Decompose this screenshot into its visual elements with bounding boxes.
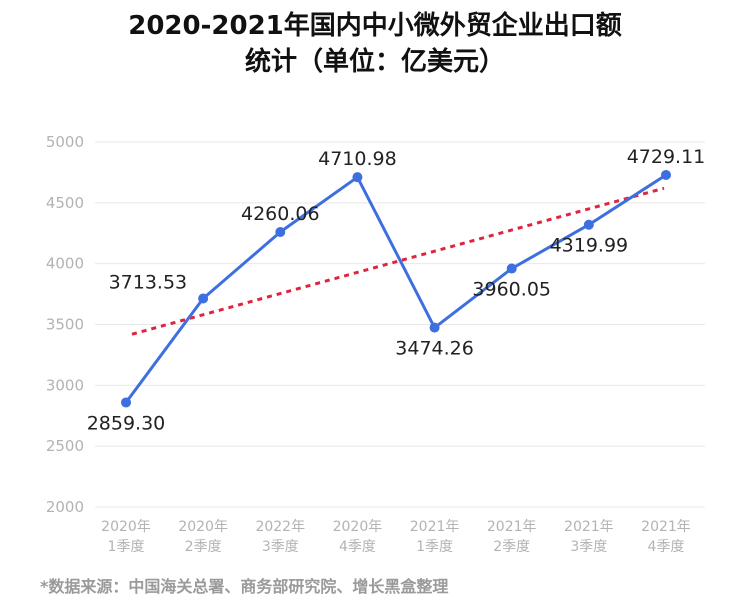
data-point (661, 169, 671, 180)
data-label: 2859.30 (87, 412, 166, 434)
data-label: 4729.11 (627, 146, 706, 168)
data-label: 3960.05 (472, 279, 551, 301)
y-tick-label: 5000 (46, 133, 84, 151)
x-axis-ticks: 2020年 1季度 2020年 2季度 2022年 3季度 2020年 4季度 2021年 1季度… (101, 519, 691, 555)
data-point (275, 227, 286, 238)
x-tick-label: 3季度 (570, 539, 607, 555)
data-label: 4319.99 (550, 235, 629, 257)
y-tick-label: 3500 (46, 316, 84, 334)
chart-title-line-2: 统计（单位：亿美元） (244, 47, 505, 77)
data-point (429, 322, 440, 333)
x-tick-label: 1季度 (416, 539, 453, 555)
x-tick-label: 2021年 (641, 519, 691, 535)
data-label: 3713.53 (109, 272, 188, 294)
x-tick-label: 2020年 (333, 519, 383, 535)
x-tick-label: 4季度 (339, 539, 376, 555)
x-tick-label: 2季度 (493, 539, 530, 555)
data-points (121, 169, 671, 408)
x-tick-label: 2020年 (101, 519, 151, 535)
data-label: 4260.06 (241, 203, 320, 225)
gridlines (95, 141, 705, 508)
data-labels: 2859.30 3713.53 4260.06 4710.98 3474.26 3960.… (87, 146, 706, 434)
chart-title: 2020-2021年国内中小微外贸企业出口额 统计（单位：亿美元） (0, 8, 750, 80)
y-axis-ticks: 2000 2500 3000 3500 4000 4500 5000 (46, 133, 84, 516)
x-tick-label: 4季度 (648, 539, 685, 555)
data-point (506, 263, 517, 274)
y-tick-label: 3000 (46, 376, 84, 394)
series-line (124, 173, 667, 404)
data-point (352, 172, 363, 183)
y-tick-label: 2000 (46, 498, 84, 516)
data-label: 3474.26 (395, 338, 474, 360)
data-label: 4710.98 (318, 148, 397, 170)
data-point (198, 293, 209, 304)
x-tick-label: 2022年 (255, 519, 305, 535)
x-tick-label: 2021年 (564, 519, 614, 535)
data-source-note: *数据来源：中国海关总署、商务部研究院、增长黑盒整理 (40, 577, 449, 596)
x-tick-label: 1季度 (108, 539, 145, 555)
y-tick-label: 2500 (46, 437, 84, 455)
x-tick-label: 2020年 (178, 519, 228, 535)
chart-title-line-1: 2020-2021年国内中小微外贸企业出口额 (128, 11, 622, 41)
data-point (121, 397, 131, 408)
x-tick-label: 2021年 (487, 519, 537, 535)
trend-line (131, 186, 665, 336)
y-tick-label: 4000 (46, 255, 84, 273)
x-tick-label: 2021年 (410, 519, 460, 535)
data-point (583, 219, 594, 230)
y-tick-label: 4500 (46, 194, 84, 212)
x-tick-label: 3季度 (262, 539, 299, 555)
x-tick-label: 2季度 (185, 539, 222, 555)
